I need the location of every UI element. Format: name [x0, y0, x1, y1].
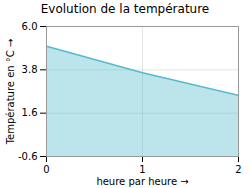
svg-text:2: 2 — [235, 164, 241, 175]
svg-text:0: 0 — [43, 164, 49, 175]
svg-text:6.0: 6.0 — [22, 21, 38, 32]
svg-text:heure par heure →: heure par heure → — [96, 176, 188, 187]
svg-text:-0.6: -0.6 — [18, 151, 38, 162]
svg-text:1.6: 1.6 — [22, 107, 38, 118]
html-text:Evolution de la température: Evolution de la température — [40, 2, 210, 16]
svg-text:Température en °C →: Température en °C → — [5, 39, 16, 146]
svg-text:1: 1 — [139, 164, 145, 175]
svg-text:3.8: 3.8 — [22, 64, 38, 75]
